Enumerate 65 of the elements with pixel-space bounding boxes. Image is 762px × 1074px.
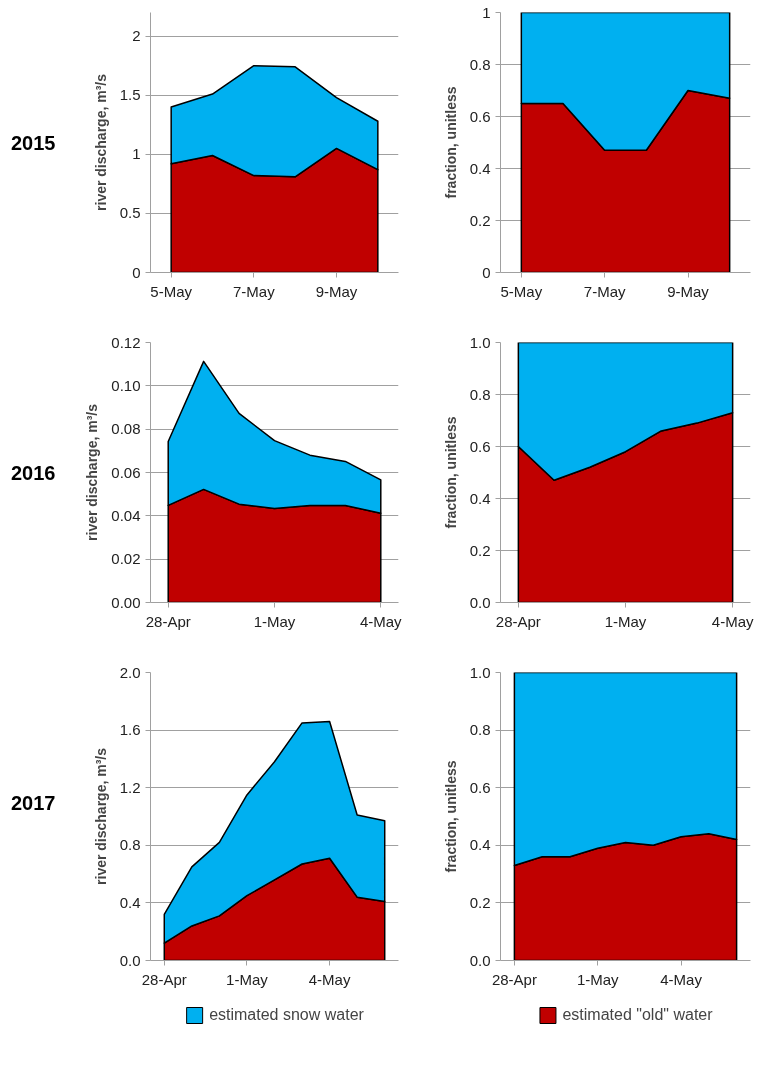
x-tick-label: 1-May bbox=[226, 970, 269, 988]
y-tick-label: 0.8 bbox=[469, 721, 491, 739]
y-tick-label: 0.10 bbox=[111, 376, 141, 394]
x-tick-label: 5-May bbox=[150, 282, 193, 300]
y-tick-label: 0.06 bbox=[111, 463, 141, 481]
y-tick-label: 0.08 bbox=[111, 420, 141, 438]
y-tick-label: 0.4 bbox=[119, 893, 141, 911]
y-tick-label: 2.0 bbox=[119, 663, 141, 681]
x-tick-label: 7-May bbox=[233, 282, 276, 300]
y-tick-label: 0.0 bbox=[469, 951, 491, 969]
y-tick-label: 0.2 bbox=[469, 211, 491, 229]
x-tick-label: 9-May bbox=[667, 282, 710, 300]
x-tick-label: 1-May bbox=[576, 970, 620, 988]
y-axis-title: river discharge, m³/s bbox=[92, 73, 109, 211]
y-tick-label: 1.0 bbox=[469, 333, 491, 351]
y-axis-title: fraction, unitless bbox=[442, 760, 459, 873]
y-tick-label: 0.00 bbox=[111, 593, 141, 611]
y-tick-label: 0.4 bbox=[469, 836, 491, 854]
x-tick-label: 4-May bbox=[660, 970, 703, 988]
y-axis-title: river discharge, m³/s bbox=[84, 403, 101, 541]
y-tick-label: 0.4 bbox=[469, 159, 491, 177]
x-tick-label: 28-Apr bbox=[491, 970, 537, 988]
x-tick-label: 1-May bbox=[604, 612, 647, 630]
x-tick-label: 4-May bbox=[711, 612, 754, 630]
text: 2016 bbox=[11, 461, 56, 484]
y-tick-label: 0.8 bbox=[469, 385, 491, 403]
y-tick-label: 0 bbox=[482, 263, 491, 281]
y-tick-label: 0.6 bbox=[469, 778, 491, 796]
y-tick-label: 0.8 bbox=[119, 836, 141, 854]
y-tick-label: 1.6 bbox=[119, 721, 141, 739]
y-tick-label: 0.2 bbox=[469, 541, 491, 559]
text: 2017 bbox=[11, 791, 56, 814]
x-tick-label: 4-May bbox=[359, 612, 403, 630]
x-tick-label: 1-May bbox=[253, 612, 296, 630]
y-tick-label: 1.2 bbox=[119, 778, 141, 796]
y-tick-label: 0.2 bbox=[469, 893, 491, 911]
y-axis-title: fraction, unitless bbox=[442, 86, 459, 199]
x-tick-label: 28-Apr bbox=[141, 970, 187, 988]
y-tick-label: 0.4 bbox=[469, 489, 491, 507]
y-tick-label: 0.6 bbox=[469, 437, 491, 455]
y-tick-label: 1 bbox=[132, 145, 141, 163]
y-axis-title: river discharge, m³/s bbox=[92, 747, 109, 885]
y-tick-label: 0.04 bbox=[111, 506, 141, 524]
x-tick-label: 5-May bbox=[500, 282, 543, 300]
y-tick-label: 1 bbox=[482, 3, 491, 21]
x-tick-label: 9-May bbox=[315, 282, 358, 300]
text: 2015 bbox=[11, 131, 56, 154]
y-axis-title: fraction, unitless bbox=[442, 416, 459, 529]
y-tick-label: 0.0 bbox=[469, 593, 491, 611]
y-tick-label: 1.0 bbox=[469, 663, 491, 681]
y-tick-label: 0.12 bbox=[111, 333, 141, 351]
x-tick-label: 28-Apr bbox=[495, 612, 541, 630]
y-tick-label: 1.5 bbox=[119, 86, 141, 104]
y-tick-label: 0.02 bbox=[111, 550, 141, 568]
y-tick-label: 0.6 bbox=[469, 107, 491, 125]
y-tick-label: 0.8 bbox=[469, 55, 491, 73]
x-tick-label: 7-May bbox=[583, 282, 626, 300]
y-tick-label: 0 bbox=[132, 263, 141, 281]
y-tick-label: 0.5 bbox=[119, 204, 141, 222]
y-tick-label: 0.0 bbox=[119, 951, 141, 969]
x-tick-label: 4-May bbox=[308, 970, 351, 988]
legend-label: estimated "old" water bbox=[562, 1006, 713, 1024]
x-tick-label: 28-Apr bbox=[145, 612, 191, 630]
y-tick-label: 2 bbox=[132, 27, 141, 45]
legend-label: estimated snow water bbox=[209, 1006, 364, 1024]
